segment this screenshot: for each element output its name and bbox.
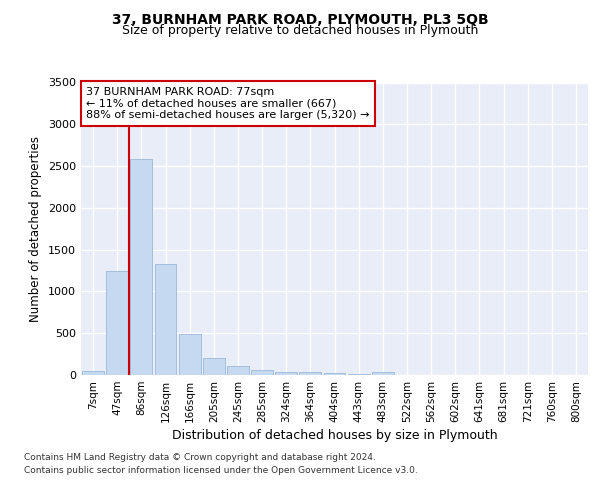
Bar bbox=[227, 366, 249, 375]
Bar bbox=[275, 372, 297, 375]
Bar bbox=[372, 372, 394, 375]
Bar bbox=[179, 334, 200, 375]
Bar bbox=[203, 358, 224, 375]
Bar bbox=[106, 270, 128, 375]
Bar bbox=[155, 264, 176, 375]
X-axis label: Distribution of detached houses by size in Plymouth: Distribution of detached houses by size … bbox=[172, 429, 497, 442]
Text: Size of property relative to detached houses in Plymouth: Size of property relative to detached ho… bbox=[122, 24, 478, 37]
Text: Contains public sector information licensed under the Open Government Licence v3: Contains public sector information licen… bbox=[24, 466, 418, 475]
Bar bbox=[323, 374, 346, 375]
Bar bbox=[299, 372, 321, 375]
Bar bbox=[82, 371, 104, 375]
Text: 37 BURNHAM PARK ROAD: 77sqm
← 11% of detached houses are smaller (667)
88% of se: 37 BURNHAM PARK ROAD: 77sqm ← 11% of det… bbox=[86, 87, 370, 120]
Text: Contains HM Land Registry data © Crown copyright and database right 2024.: Contains HM Land Registry data © Crown c… bbox=[24, 452, 376, 462]
Y-axis label: Number of detached properties: Number of detached properties bbox=[29, 136, 43, 322]
Bar bbox=[251, 370, 273, 375]
Text: 37, BURNHAM PARK ROAD, PLYMOUTH, PL3 5QB: 37, BURNHAM PARK ROAD, PLYMOUTH, PL3 5QB bbox=[112, 12, 488, 26]
Bar bbox=[348, 374, 370, 375]
Bar bbox=[130, 160, 152, 375]
